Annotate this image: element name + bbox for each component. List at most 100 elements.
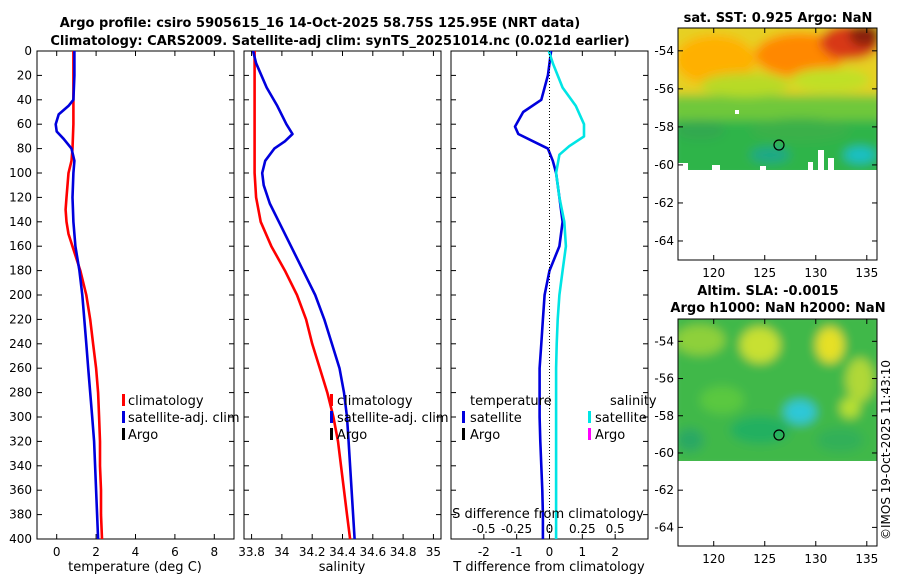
map-y-tick-label: -54 xyxy=(654,44,674,58)
x-tick-label: 0 xyxy=(53,545,61,559)
series-line-climatology xyxy=(64,51,104,540)
map-x-tick-label: 135 xyxy=(855,266,878,280)
series-line-satellite-adj-clim xyxy=(251,50,356,540)
sla-map-title-line1: Altim. SLA: -0.0015 xyxy=(697,284,838,299)
legend-label-s-argo: Argo xyxy=(595,428,625,443)
map-y-tick-label: -60 xyxy=(654,446,674,460)
top-x-tick-label: -0.25 xyxy=(501,522,532,536)
y-tick-label: 240 xyxy=(9,337,32,351)
legend-swatch-climatology xyxy=(330,394,333,406)
x-tick-label: 34 xyxy=(274,545,289,559)
map-y-tick-label: -56 xyxy=(654,372,674,386)
legend-swatch-satellite xyxy=(122,411,125,423)
legend-swatch-s-argo xyxy=(588,428,591,440)
top-x-tick-label: 0.25 xyxy=(569,522,596,536)
map-x-tick-label: 125 xyxy=(753,552,776,566)
sla-map-frame xyxy=(677,318,878,547)
legend-swatch-argo xyxy=(330,428,333,440)
legend-label-satellite: satellite-adj. clim xyxy=(128,411,240,426)
legend-heading-temperature: temperature xyxy=(470,394,552,409)
y-tick-label: 360 xyxy=(9,483,32,497)
legend-label-argo: Argo xyxy=(128,428,158,443)
x-tick-label: 1 xyxy=(579,545,587,559)
legend-label-climatology: climatology xyxy=(128,394,204,409)
y-tick-label: 340 xyxy=(9,459,32,473)
x-tick-label: 0 xyxy=(546,545,554,559)
y-tick-label: 300 xyxy=(9,410,32,424)
y-tick-label: 40 xyxy=(17,93,32,107)
temperature-xlabel: temperature (deg C) xyxy=(68,560,202,575)
x-tick-label: 34.6 xyxy=(359,545,386,559)
map-ticks-layer: -54 -56 -58 -60 -62 -64 120 125 130 135 -54 -56 -58 -… xyxy=(654,28,878,566)
map-y-tick-label: -62 xyxy=(654,483,674,497)
legend-swatch-argo xyxy=(122,428,125,440)
series-line-climatology xyxy=(253,51,352,540)
legend-swatch-t-satellite xyxy=(462,411,465,423)
figure-title-line2: Climatology: CARS2009. Satellite-adj cli… xyxy=(50,34,629,49)
y-tick-label: 180 xyxy=(9,264,32,278)
s-difference-xlabel: S difference from climatology xyxy=(452,507,644,522)
map-x-tick-label: 120 xyxy=(702,266,725,280)
legend-label-t-argo: Argo xyxy=(470,428,500,443)
salinity-panel-frame xyxy=(243,50,442,540)
y-tick-label: 200 xyxy=(9,288,32,302)
map-y-tick-label: -62 xyxy=(654,196,674,210)
y-tick-label: 160 xyxy=(9,239,32,253)
legend-label-argo: Argo xyxy=(337,428,367,443)
y-tick-label: 220 xyxy=(9,312,32,326)
x-tick-label: 34.2 xyxy=(299,545,326,559)
map-y-tick-label: -64 xyxy=(654,234,674,248)
x-tick-label: -2 xyxy=(478,545,490,559)
profile-series-layer xyxy=(54,50,586,540)
axis-ticks-layer: 0204060801001201401601802002202402602803… xyxy=(9,44,648,559)
salinity-xlabel: salinity xyxy=(319,560,366,575)
x-tick-label: -1 xyxy=(511,545,523,559)
sst-map-field xyxy=(678,28,877,170)
temperature-panel-frame xyxy=(36,50,235,540)
y-tick-label: 260 xyxy=(9,361,32,375)
legend-swatch-t-argo xyxy=(462,428,465,440)
sla-map-field xyxy=(678,319,877,461)
x-tick-label: 34.8 xyxy=(390,545,417,559)
sla-map-title-line2: Argo h1000: NaN h2000: NaN xyxy=(670,301,885,316)
y-tick-label: 280 xyxy=(9,386,32,400)
sst-map-frame xyxy=(677,27,878,261)
x-tick-label: 35 xyxy=(426,545,441,559)
sst-map-title: sat. SST: 0.925 Argo: NaN xyxy=(684,11,873,26)
map-x-tick-label: 120 xyxy=(702,552,725,566)
sla-argo-location-marker xyxy=(773,429,785,441)
series-line-salinity-satellite xyxy=(547,50,586,539)
y-tick-label: 380 xyxy=(9,508,32,522)
legend-swatch-satellite xyxy=(330,411,333,423)
top-x-tick-label: 0.5 xyxy=(606,522,625,536)
legend-label-satellite: satellite-adj. clim xyxy=(337,411,449,426)
y-tick-label: 320 xyxy=(9,434,32,448)
legend-swatch-s-satellite xyxy=(588,411,591,423)
y-tick-label: 100 xyxy=(9,166,32,180)
x-tick-label: 2 xyxy=(611,545,619,559)
map-y-tick-label: -58 xyxy=(654,120,674,134)
map-y-tick-label: -56 xyxy=(654,82,674,96)
sst-argo-location-marker xyxy=(773,139,785,151)
salinity-legend: climatology satellite-adj. clim Argo xyxy=(330,394,449,443)
x-tick-label: 4 xyxy=(132,545,140,559)
temperature-legend: climatology satellite-adj. clim Argo xyxy=(122,394,240,443)
difference-legend: temperature satellite Argo salinity sate… xyxy=(462,394,657,443)
y-tick-label: 20 xyxy=(17,68,32,82)
x-tick-label: 2 xyxy=(92,545,100,559)
map-x-tick-label: 135 xyxy=(855,552,878,566)
map-x-tick-label: 125 xyxy=(753,266,776,280)
figure-title-line1: Argo profile: csiro 5905615_16 14-Oct-20… xyxy=(60,16,581,31)
map-x-tick-label: 130 xyxy=(804,552,827,566)
x-tick-label: 6 xyxy=(171,545,179,559)
legend-label-s-satellite: satellite xyxy=(595,411,647,426)
y-tick-label: 80 xyxy=(17,142,32,156)
top-x-tick-label: -0.5 xyxy=(472,522,495,536)
map-y-tick-label: -60 xyxy=(654,158,674,172)
series-line-satellite-adj-clim xyxy=(54,51,100,540)
y-tick-label: 0 xyxy=(24,44,32,58)
legend-label-climatology: climatology xyxy=(337,394,413,409)
legend-swatch-climatology xyxy=(122,394,125,406)
map-y-tick-label: -54 xyxy=(654,334,674,348)
x-tick-label: 33.8 xyxy=(238,545,265,559)
